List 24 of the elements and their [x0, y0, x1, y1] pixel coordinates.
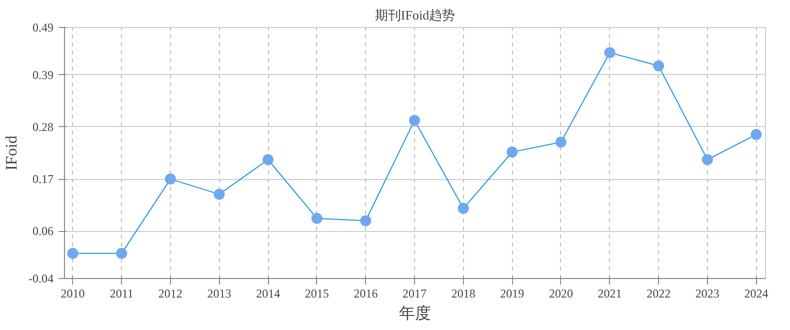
x-tick-label: 2011 [110, 286, 134, 300]
y-tick-label: 0.49 [32, 20, 54, 34]
x-tick-label: 2022 [646, 286, 671, 300]
x-tick-label: 2019 [500, 286, 524, 300]
y-tick-label: 0.17 [32, 172, 54, 186]
x-tick-label: 2021 [598, 286, 622, 300]
x-tick-label: 2020 [548, 286, 573, 300]
y-tick-label: -0.04 [28, 272, 54, 286]
y-tick-label: 0.39 [32, 68, 54, 82]
y-tick-label: 0.06 [32, 224, 54, 238]
x-tick-label: 2014 [256, 286, 280, 300]
x-tick-label: 2017 [402, 286, 427, 300]
x-tick-label: 2013 [207, 286, 232, 300]
x-tick-label: 2010 [60, 286, 85, 300]
x-tick-label: 2024 [744, 286, 768, 300]
x-tick-label: 2012 [158, 286, 182, 300]
x-axis-title: 年度 [399, 304, 431, 322]
chart-title: 期刊IFoid趋势 [374, 8, 456, 22]
y-axis-title: IFoid [4, 136, 21, 170]
x-tick-label: 2023 [695, 286, 720, 300]
x-tick-label: 2016 [354, 286, 378, 300]
y-tick-label: 0.28 [32, 120, 54, 134]
x-tick-label: 2018 [451, 286, 476, 300]
x-tick-label: 2015 [304, 286, 329, 300]
